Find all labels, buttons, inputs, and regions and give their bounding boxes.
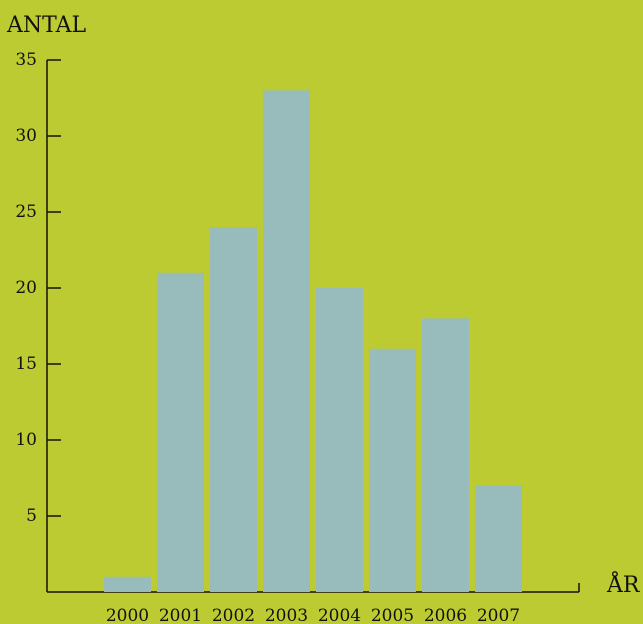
y-tick-label: 5 [26, 506, 37, 526]
bar-2001 [157, 272, 204, 592]
bars-group [104, 90, 522, 593]
y-tick-label: 25 [15, 202, 37, 222]
x-tick-label-2005: 2005 [371, 606, 414, 624]
x-axis-label: ÅR [606, 570, 641, 598]
x-tick-label-2001: 2001 [159, 606, 202, 624]
x-tick-label-2000: 2000 [106, 606, 149, 624]
y-axis-ticks: 5 10 15 20 25 30 35 [15, 50, 61, 526]
bar-2000 [104, 576, 151, 592]
bar-2007 [475, 485, 522, 592]
y-tick-label: 20 [15, 278, 37, 298]
bar-2003 [263, 90, 310, 593]
y-tick-label: 35 [15, 50, 37, 70]
x-axis-labels: 2000 2001 2002 2003 2004 2005 2006 2007 [106, 606, 520, 624]
bar-2005 [369, 348, 416, 592]
x-tick-label-2006: 2006 [424, 606, 467, 624]
y-tick-label: 30 [15, 126, 37, 146]
bar-2006 [422, 318, 469, 592]
x-tick-label-2003: 2003 [265, 606, 308, 624]
bar-2004 [316, 288, 363, 592]
bar-2002 [210, 227, 257, 592]
x-tick-label-2002: 2002 [212, 606, 255, 624]
y-axis-label: ANTAL [6, 13, 86, 38]
x-tick-label-2007: 2007 [477, 606, 520, 624]
y-tick-label: 10 [15, 430, 37, 450]
y-tick-label: 15 [15, 354, 37, 374]
x-tick-label-2004: 2004 [318, 606, 361, 624]
